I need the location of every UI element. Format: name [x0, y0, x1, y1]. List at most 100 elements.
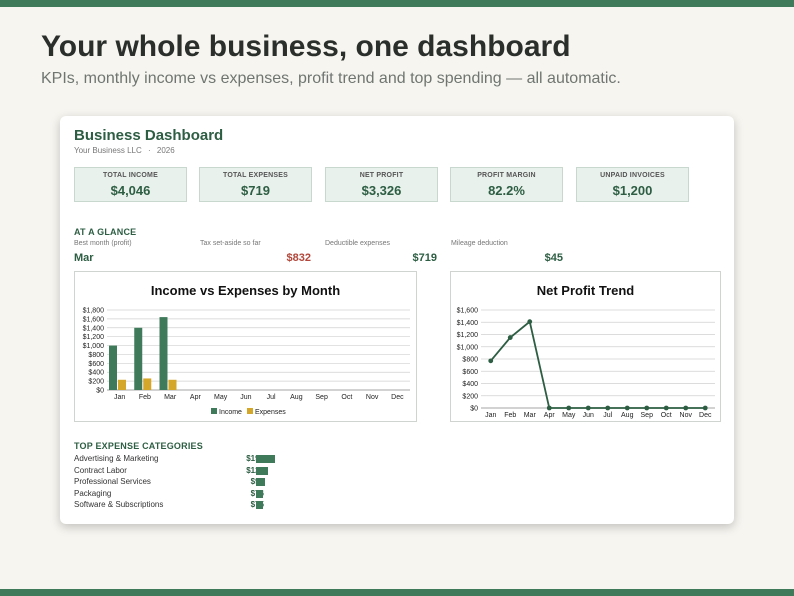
profit-point	[624, 405, 630, 411]
profit-point	[527, 319, 533, 325]
expense-bar	[118, 379, 126, 390]
dashboard-card: Business Dashboard Your Business LLC · 2…	[60, 116, 734, 524]
income-bar	[159, 317, 168, 390]
kpi-value: $4,046	[110, 183, 151, 198]
expense-name: Advertising & Marketing	[74, 454, 159, 463]
net-profit-chart: Net Profit Trend $0 $200 $400 $600 $800 $1,00…	[450, 271, 721, 422]
top-accent-bar	[0, 0, 794, 7]
x-tick-label: Mar	[164, 394, 177, 401]
dashboard-title: Business Dashboard	[74, 127, 224, 144]
expense-bar	[256, 466, 268, 475]
legend-swatch-income	[211, 408, 217, 414]
expense-bar	[256, 489, 264, 498]
glance-label-tax: Tax set-aside so far	[200, 240, 261, 247]
expense-name: Contract Labor	[74, 465, 127, 475]
x-tick-label: Jan	[114, 394, 125, 401]
page-subheadline: KPIs, monthly income vs expenses, profit…	[41, 70, 621, 87]
profit-point	[488, 358, 494, 364]
glance-label-mileage: Mileage deduction	[451, 240, 508, 247]
x-tick-label: Mar	[524, 412, 537, 419]
expense-name: Software & Subscriptions	[74, 500, 164, 509]
glance-value-tax: $832	[286, 252, 311, 264]
y-tick-label: $1,600	[83, 316, 105, 323]
profit-line	[490, 320, 706, 409]
y-tick-label: $0	[96, 388, 104, 395]
x-tick-label: Jun	[583, 412, 594, 419]
bottom-accent-bar	[0, 589, 794, 596]
y-tick-label: $600	[88, 361, 104, 368]
y-tick-label: $800	[462, 357, 478, 364]
kpi-label: NET PROFIT	[359, 172, 404, 179]
y-tick-label: $1,000	[83, 343, 105, 350]
expense-bar	[256, 455, 275, 463]
glance-value-best-month: Mar	[74, 252, 94, 264]
y-tick-label: $800	[88, 352, 104, 359]
y-tick-label: $400	[462, 381, 478, 388]
top-expenses-title: TOP EXPENSE CATEGORIES	[74, 441, 203, 451]
income-bar	[134, 327, 143, 390]
kpi-label: TOTAL EXPENSES	[222, 172, 289, 179]
profit-point	[702, 405, 708, 411]
y-tick-label: $200	[462, 393, 478, 400]
kpi-label: TOTAL INCOME	[103, 172, 158, 179]
kpi-value: $1,200	[612, 183, 653, 198]
kpi-profit-margin: PROFIT MARGIN 82.2%	[450, 167, 563, 202]
expense-amount: $120	[246, 466, 264, 475]
x-tick-label: Dec	[699, 412, 712, 419]
expense-bar	[143, 378, 152, 390]
dashboard-year: 2026	[156, 146, 175, 155]
at-a-glance-title: AT A GLANCE	[74, 227, 137, 237]
profit-point	[585, 405, 591, 411]
x-tick-label: May	[214, 394, 228, 401]
y-tick-label: $1,200	[457, 332, 479, 339]
y-tick-label: $200	[88, 379, 104, 386]
y-tick-label: $400	[88, 370, 104, 377]
expense-name: Professional Services	[74, 477, 151, 486]
y-tick-label: $1,400	[83, 325, 105, 332]
glance-label-best-month: Best month (profit)	[74, 240, 132, 247]
x-tick-label: Nov	[366, 394, 379, 401]
profit-point	[546, 405, 552, 411]
subtitle-separator: ·	[147, 146, 151, 155]
glance-value-deductible: $719	[412, 252, 437, 264]
x-tick-label: Sep	[315, 394, 328, 401]
income-bar	[109, 345, 117, 390]
expense-name: Packaging	[74, 488, 112, 498]
x-tick-label: Dec	[391, 394, 404, 401]
profit-point	[683, 405, 689, 411]
expense-row: Contract Labor $120	[74, 466, 264, 477]
expense-row: Software & Subscriptions$75	[74, 500, 264, 511]
x-tick-label: Apr	[190, 394, 202, 401]
x-tick-label: Aug	[621, 412, 634, 419]
y-tick-label: $0	[470, 406, 478, 413]
expense-bar	[168, 379, 177, 390]
x-tick-label: Feb	[139, 394, 151, 401]
expense-amount: $197	[246, 454, 264, 463]
profit-point	[644, 405, 650, 411]
x-tick-label: Oct	[341, 394, 352, 401]
kpi-value: $3,326	[361, 183, 402, 198]
kpi-value: $719	[241, 183, 270, 198]
expense-row: Professional Services$95	[74, 477, 264, 488]
y-tick-label: $1,000	[457, 344, 479, 351]
bar-chart-svg: $0 $200 $400 $600 $800 $1,000 $1,200 $1,400 $1,6…	[83, 308, 410, 416]
profit-point	[663, 405, 669, 411]
y-tick-label: $1,600	[457, 308, 479, 315]
income-expenses-chart: Income vs Expenses by Month $0 $200 $400 $6…	[74, 271, 417, 422]
profit-point	[566, 405, 572, 411]
kpi-value: 82.2%	[488, 183, 525, 198]
kpi-unpaid-invoices: UNPAID INVOICES $1,200	[576, 167, 689, 202]
x-tick-label: Nov	[680, 412, 693, 419]
x-tick-label: Feb	[504, 412, 516, 419]
x-tick-label: Jun	[240, 394, 251, 401]
kpi-total-income: TOTAL INCOME $4,046	[74, 167, 187, 202]
legend-label-income: Income	[219, 409, 242, 416]
expense-bar	[256, 478, 266, 486]
x-tick-label: Aug	[290, 394, 303, 401]
kpi-label: PROFIT MARGIN	[477, 172, 536, 179]
x-tick-label: Apr	[544, 412, 556, 419]
company-name: Your Business LLC	[74, 146, 142, 155]
x-tick-label: Jan	[485, 412, 496, 419]
x-tick-label: Oct	[661, 412, 672, 419]
dashboard-subtitle: Your Business LLC · 2026	[74, 146, 175, 155]
